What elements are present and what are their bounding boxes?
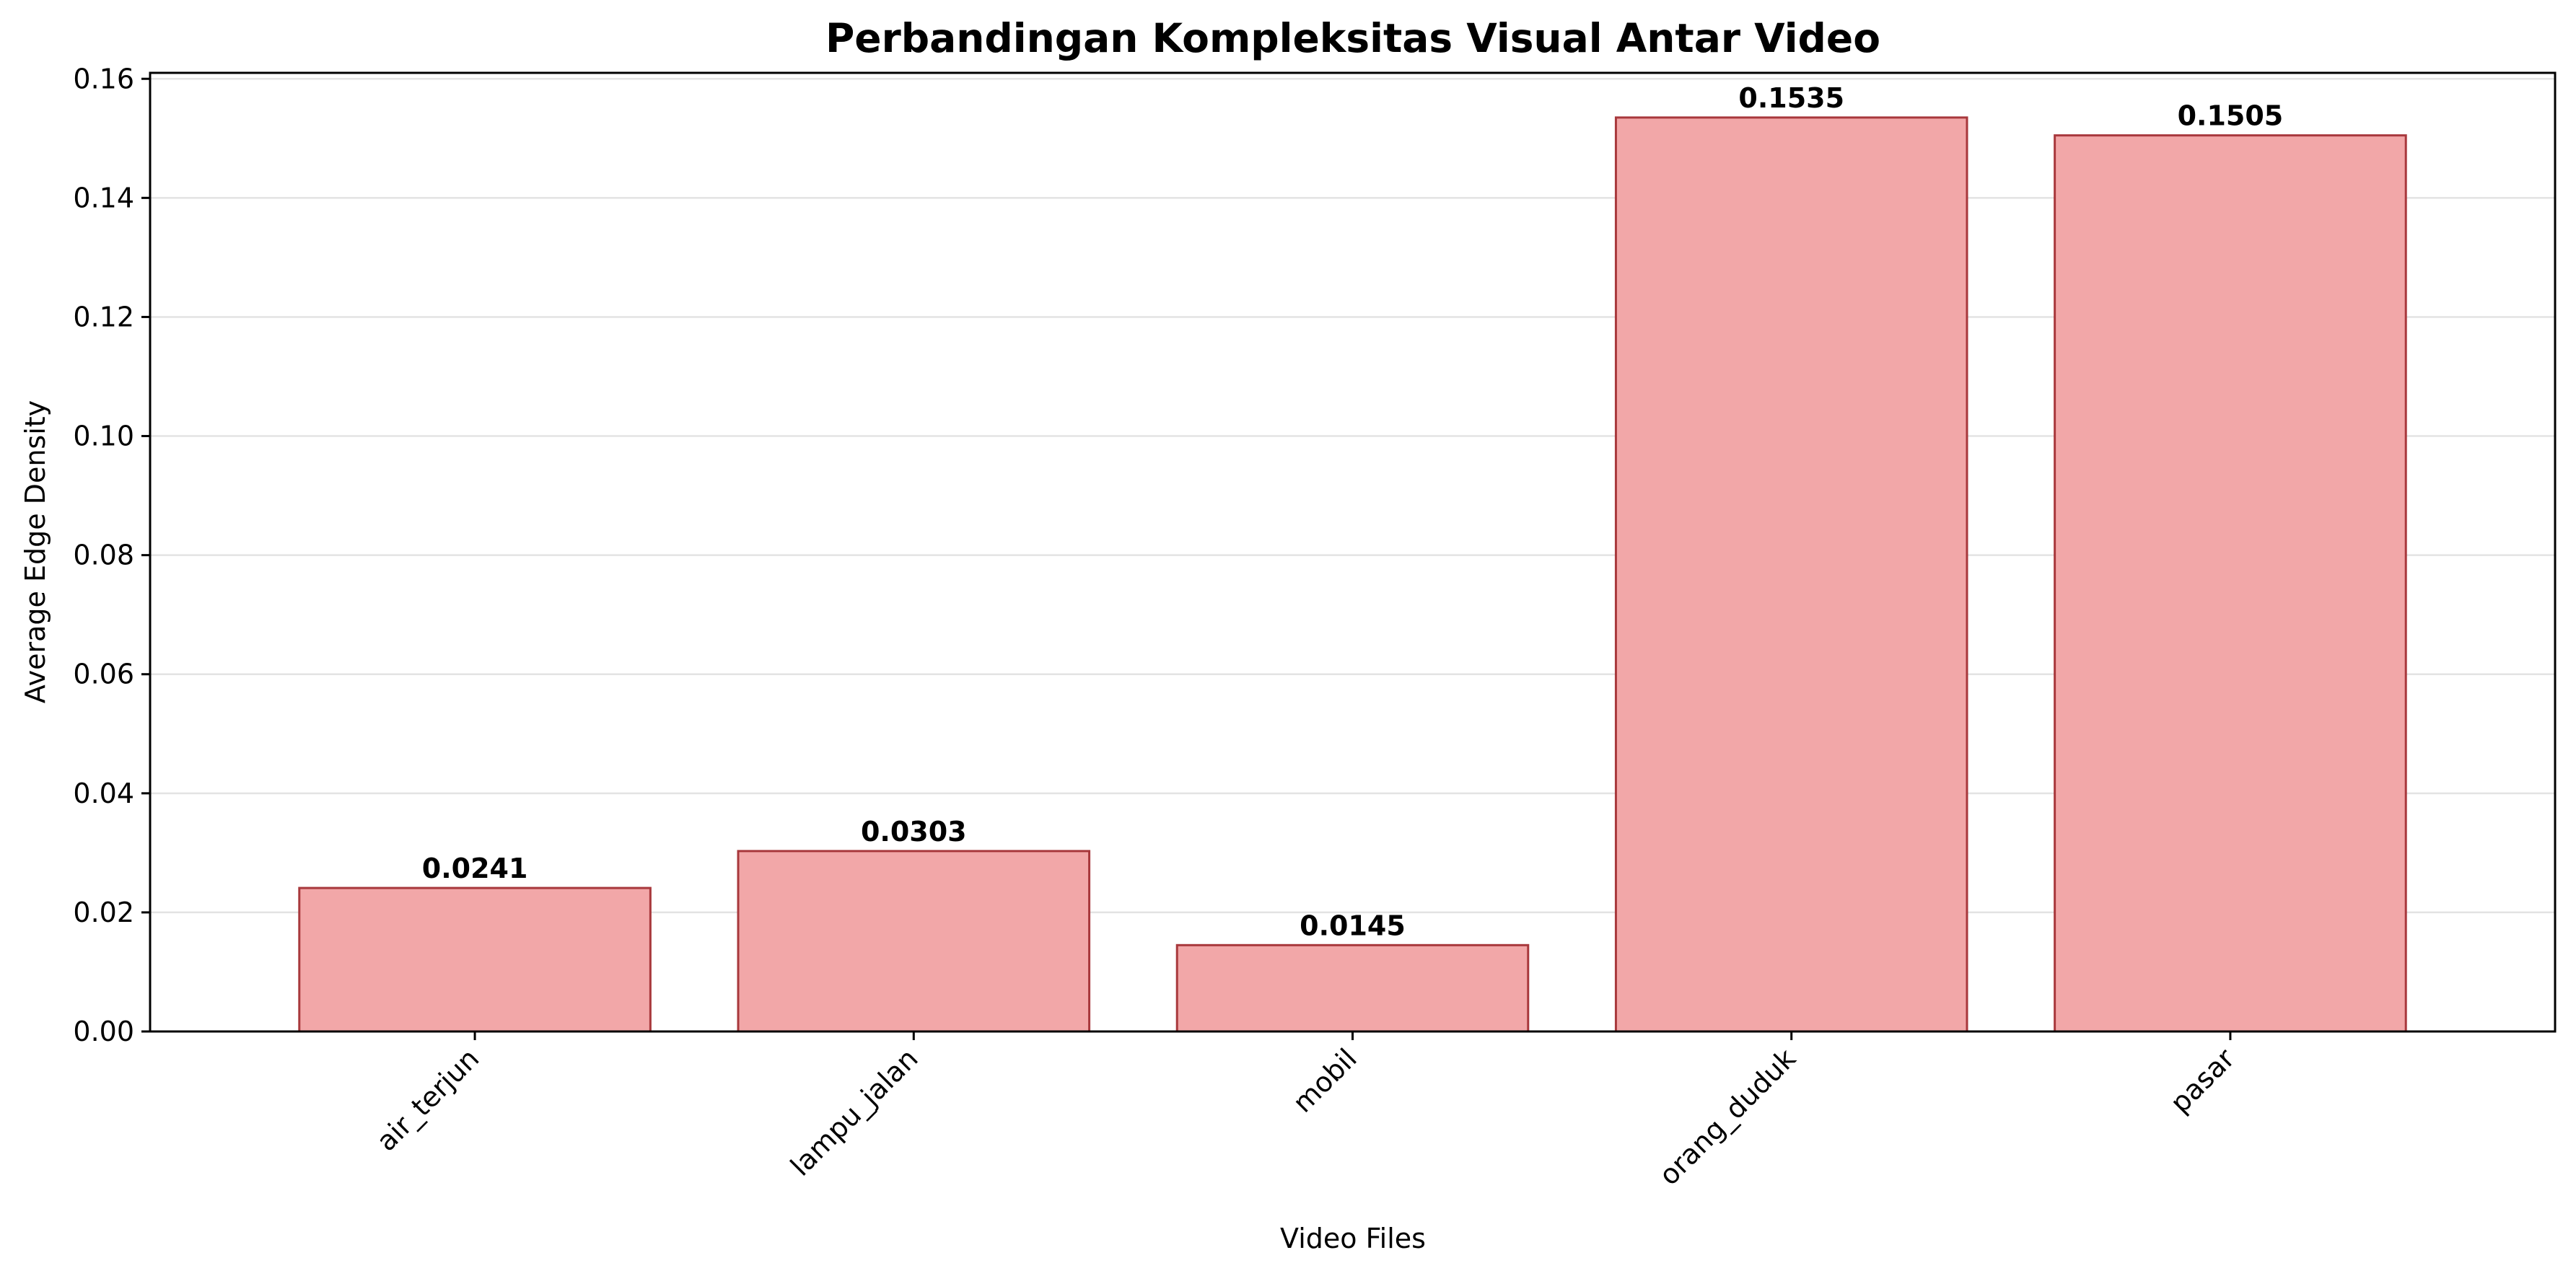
x-axis-ticks: air_terjun lampu_jalan mobil orang_duduk pas… [370,1031,2241,1192]
data-label: 0.0303 [861,816,967,848]
bar-lampu-jalan [737,850,1091,1033]
gridlines [150,78,2555,914]
bar-pasar [2054,134,2407,1033]
bars [298,116,2407,1033]
bar-air-terjun [298,886,652,1033]
y-axis-ticks: 0.00 0.02 0.04 0.06 0.08 0.10 0.12 0.14 0.16 [73,63,150,1047]
bar-orang-duduk [1614,116,1968,1033]
data-label: 0.0145 [1300,910,1406,941]
x-tick-label: orang_duduk [1653,1042,1802,1191]
y-tick-label: 0.16 [73,63,134,94]
plot-frame [149,71,2557,1033]
data-labels: 0.0241 0.0303 0.0145 0.1535 0.1505 [422,82,2283,941]
y-tick-label: 0.00 [73,1016,134,1047]
bar-mobil [1175,943,1530,1033]
x-tick-label: mobil [1287,1042,1363,1119]
x-axis-label: Video Files [1280,1223,1426,1254]
y-axis-label: Average Edge Density [19,400,51,703]
x-tick-label: lampu_jalan [784,1042,924,1182]
y-tick-label: 0.02 [73,897,134,928]
y-tick-label: 0.12 [73,301,134,333]
x-tick-label: air_terjun [370,1042,485,1157]
y-tick-label: 0.04 [73,778,134,809]
data-label: 0.1505 [2178,100,2284,132]
data-label: 0.0241 [422,853,528,884]
data-label: 0.1535 [1738,82,1844,114]
y-tick-label: 0.06 [73,659,134,690]
y-tick-label: 0.08 [73,540,134,571]
y-tick-label: 0.14 [73,182,134,214]
y-tick-label: 0.10 [73,421,134,452]
chart-title: Perbandingan Kompleksitas Visual Antar V… [825,15,1880,61]
x-tick-label: pasar [2164,1042,2240,1119]
